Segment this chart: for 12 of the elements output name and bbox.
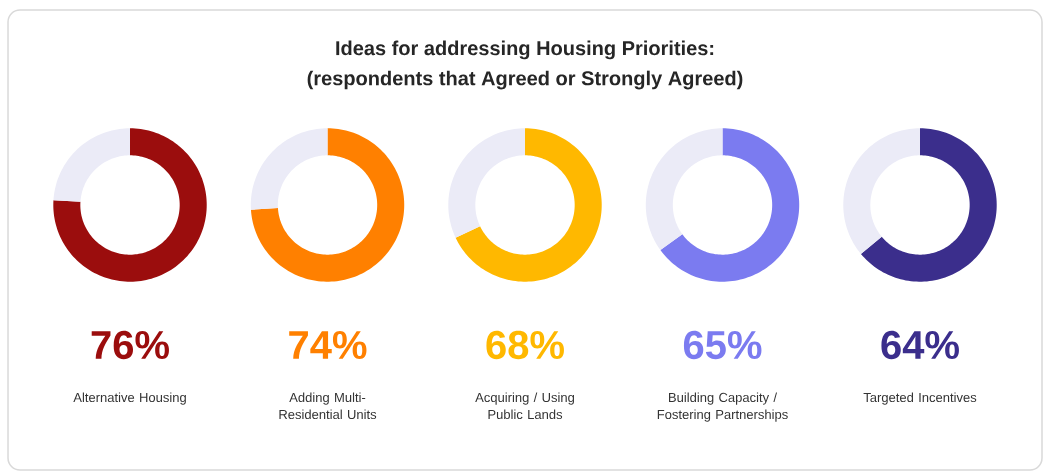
data-label: 74% [289,330,367,360]
data-label: 65% [683,330,762,360]
data-label: 64% [881,330,959,360]
text: Building Capacity / Fostering Partnerships [657,392,788,422]
text: Targeted Incentives [863,392,977,405]
text: Ideas for addressing Housing Priorities: [336,40,714,60]
data-label: 76% [91,330,169,360]
text: Alternative Housing [73,392,186,405]
text: (respondents that Agreed or Strongly Agreed) [307,70,743,90]
data-label: 68% [486,330,564,360]
text: Adding Multi-Residential Units [279,392,377,420]
text: Acquiring / Using Public Lands [475,392,574,420]
